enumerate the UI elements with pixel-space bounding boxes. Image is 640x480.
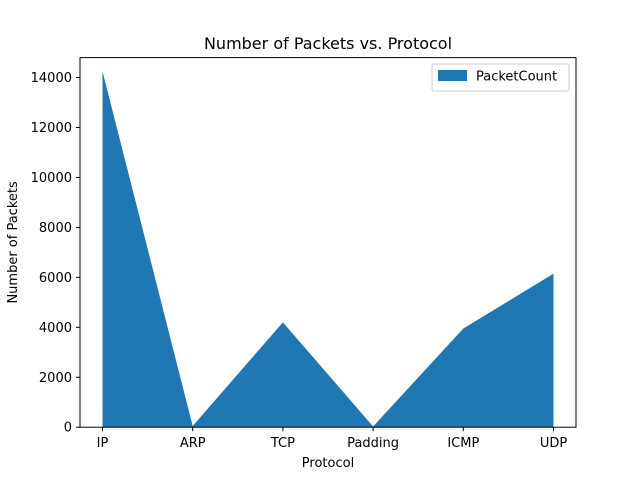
- x-axis: IP ARP TCP Padding ICMP UDP: [97, 427, 568, 451]
- chart-title: Number of Packets vs. Protocol: [204, 34, 452, 53]
- y-tick-label: 0: [64, 421, 72, 436]
- legend-label: PacketCount: [476, 70, 557, 85]
- x-tick-label: Padding: [347, 436, 399, 451]
- x-tick-label: ARP: [180, 436, 206, 451]
- y-tick-label: 8000: [39, 221, 72, 236]
- x-tick-label: TCP: [270, 436, 295, 451]
- y-tick-label: 4000: [39, 321, 72, 336]
- plot-frame: [79, 57, 577, 428]
- y-tick-label: 12000: [31, 121, 72, 136]
- area-layer: [102, 71, 554, 428]
- y-tick-label: 6000: [39, 271, 72, 286]
- x-tick-label: ICMP: [447, 436, 479, 451]
- x-axis-label: Protocol: [302, 456, 354, 471]
- x-tick-label: IP: [97, 436, 109, 451]
- x-tick-label: UDP: [540, 436, 568, 451]
- y-axis-label: Number of Packets: [6, 181, 21, 304]
- y-tick-label: 14000: [31, 71, 72, 86]
- y-tick-label: 2000: [39, 371, 72, 386]
- area-series-packetcount: [102, 71, 554, 428]
- y-tick-label: 10000: [31, 171, 72, 186]
- legend-swatch: [438, 70, 467, 81]
- legend: PacketCount: [431, 63, 570, 92]
- y-axis: 0 2000 4000 6000 8000 10000 12000 14000: [31, 71, 80, 436]
